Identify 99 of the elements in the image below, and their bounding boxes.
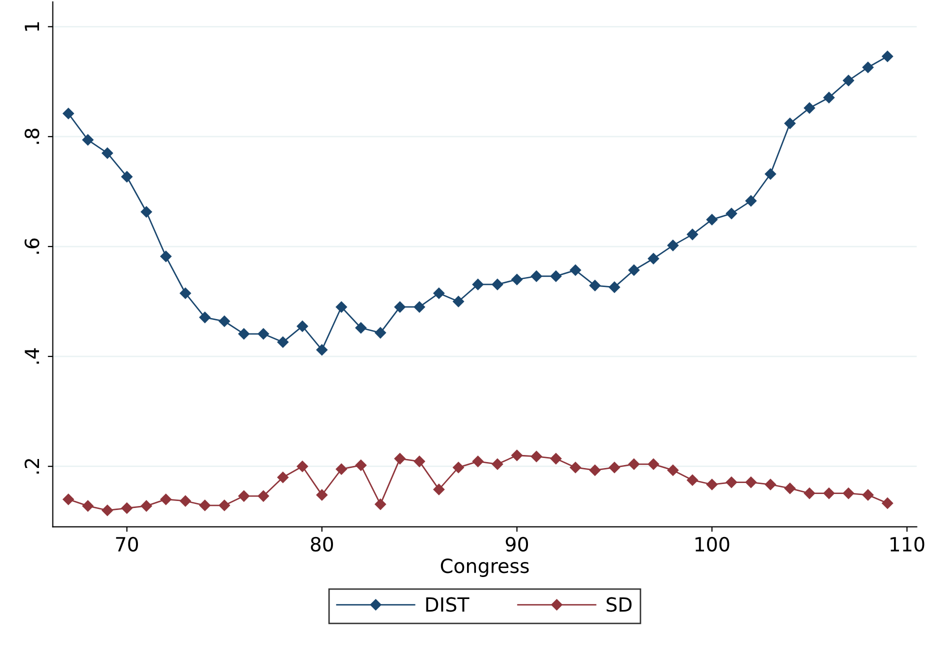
point	[726, 476, 738, 488]
point	[823, 92, 835, 104]
point	[628, 264, 640, 276]
point	[433, 484, 445, 496]
point	[628, 458, 640, 470]
point	[667, 240, 679, 252]
point	[180, 495, 192, 507]
point	[784, 482, 796, 494]
point	[550, 270, 562, 282]
point	[414, 456, 426, 468]
point	[121, 502, 132, 514]
point	[745, 195, 757, 207]
legend-label: SD	[606, 597, 632, 612]
point	[140, 500, 152, 512]
x-tick-label: 80	[310, 536, 333, 552]
point	[842, 488, 854, 499]
point	[355, 460, 367, 471]
point	[589, 464, 601, 476]
point	[277, 472, 289, 483]
point	[355, 322, 367, 334]
point	[726, 208, 738, 220]
point	[199, 500, 211, 511]
point	[882, 50, 894, 62]
point	[374, 327, 386, 338]
point	[530, 270, 542, 282]
point	[160, 250, 172, 262]
point	[452, 462, 464, 474]
point	[394, 453, 406, 464]
point	[414, 301, 426, 313]
point	[258, 490, 270, 502]
point	[511, 274, 523, 286]
point	[706, 214, 718, 226]
point	[882, 498, 894, 509]
legend-label: DIST	[426, 597, 470, 612]
point	[648, 458, 660, 470]
point	[667, 464, 679, 476]
point	[589, 280, 601, 292]
point	[862, 62, 874, 73]
point	[296, 460, 308, 472]
point	[472, 456, 484, 468]
point	[121, 171, 132, 182]
point	[218, 500, 230, 511]
point	[316, 489, 328, 501]
point	[550, 453, 562, 464]
point	[706, 478, 718, 490]
point	[745, 476, 757, 488]
point	[842, 74, 854, 86]
point	[686, 474, 698, 486]
x-tick-label: 110	[890, 536, 924, 552]
point	[570, 264, 582, 276]
point	[62, 108, 74, 120]
point	[218, 316, 230, 327]
point	[608, 282, 620, 293]
point	[238, 490, 250, 502]
point	[82, 500, 94, 512]
point	[394, 301, 406, 313]
point	[648, 253, 660, 264]
point	[764, 478, 776, 490]
point	[433, 288, 445, 299]
point	[492, 458, 504, 470]
x-tick-label: 90	[506, 536, 528, 552]
point	[258, 328, 270, 340]
point	[804, 102, 816, 114]
point	[62, 494, 74, 505]
y-tick-label: .2	[24, 459, 40, 474]
point	[180, 288, 192, 299]
point	[686, 228, 698, 240]
point	[199, 312, 211, 324]
point	[608, 462, 620, 474]
point	[160, 494, 172, 505]
point	[530, 450, 542, 462]
point	[336, 464, 348, 475]
point	[452, 296, 464, 308]
point	[238, 328, 250, 340]
point	[316, 344, 328, 356]
point	[374, 498, 386, 510]
point	[492, 278, 504, 290]
point	[296, 320, 308, 332]
point	[82, 134, 94, 146]
y-tick-label: .6	[24, 238, 40, 254]
point	[764, 168, 776, 180]
y-tick-label: .8	[24, 128, 40, 144]
x-axis-title: Congress	[440, 558, 529, 577]
x-tick-label: 100	[696, 536, 730, 552]
point	[140, 206, 152, 218]
x-tick-label: 70	[116, 536, 138, 552]
y-tick-label: .4	[24, 348, 40, 364]
point	[570, 462, 582, 474]
point	[823, 488, 835, 499]
point	[784, 118, 796, 130]
point	[336, 301, 348, 313]
point	[472, 278, 484, 290]
point	[511, 450, 523, 461]
point	[804, 488, 816, 499]
point	[102, 147, 113, 159]
point	[862, 489, 874, 501]
point	[102, 504, 113, 516]
point	[277, 336, 289, 348]
y-tick-label: 1	[24, 22, 40, 31]
